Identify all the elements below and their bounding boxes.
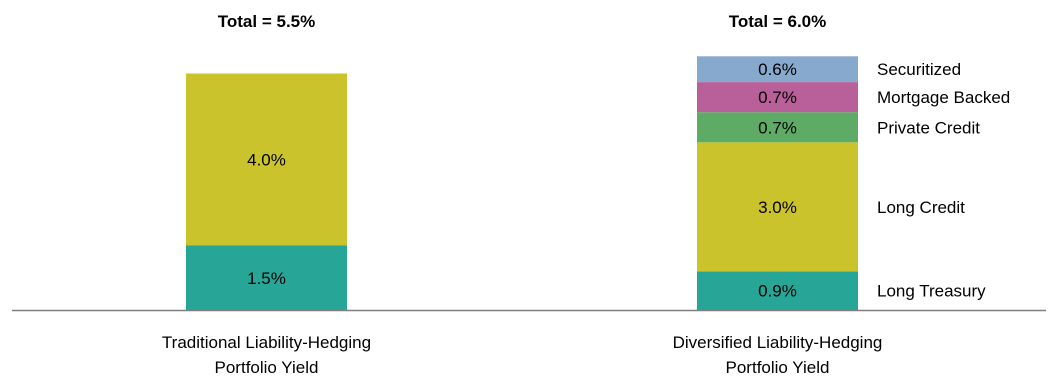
- legend-label: Long Treasury: [877, 282, 986, 301]
- data-label: 4.0%: [247, 151, 286, 170]
- category-label: Diversified Liability-Hedging: [673, 333, 883, 352]
- bar-segment-long-treasury: [186, 245, 347, 310]
- data-label: 0.7%: [758, 88, 797, 107]
- data-label: 0.9%: [758, 282, 797, 301]
- category-label: Portfolio Yield: [215, 358, 319, 377]
- data-label: 0.6%: [758, 60, 797, 79]
- bar-segment-long-treasury: [697, 271, 858, 310]
- legend-label: Mortgage Backed: [877, 88, 1010, 107]
- bar-segment-mortgage-backed: [697, 82, 858, 113]
- legend-label: Private Credit: [877, 118, 980, 137]
- bar-segment-private-credit: [697, 112, 858, 143]
- category-label: Traditional Liability-Hedging: [162, 333, 371, 352]
- bar-segment-long-credit: [186, 73, 347, 246]
- data-label: 3.0%: [758, 198, 797, 217]
- total-label: Total = 5.5%: [218, 12, 315, 31]
- total-label: Total = 6.0%: [729, 12, 826, 31]
- bar-segment-long-credit: [697, 142, 858, 272]
- legend-label: Long Credit: [877, 198, 965, 217]
- data-label: 1.5%: [247, 269, 286, 288]
- legend-label: Securitized: [877, 60, 961, 79]
- data-label: 0.7%: [758, 118, 797, 137]
- category-label: Portfolio Yield: [726, 358, 830, 377]
- bar-segment-securitized: [697, 56, 858, 83]
